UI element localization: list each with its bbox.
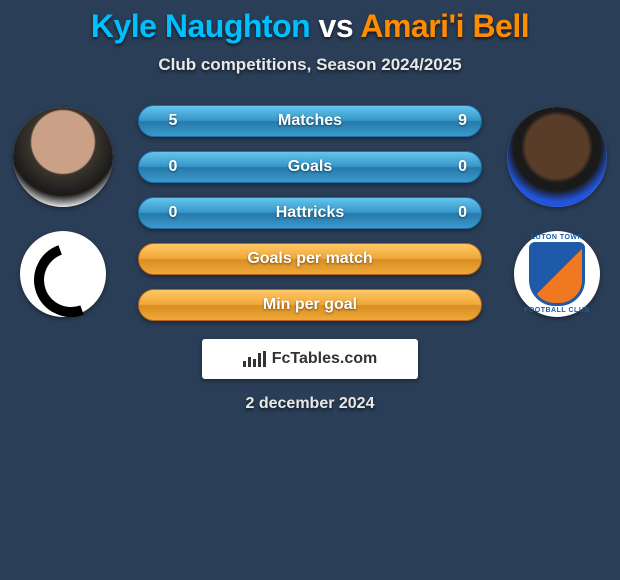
luton-text-bot: FOOTBALL CLUB: [514, 307, 600, 314]
luton-icon: [529, 242, 585, 306]
chart-icon: [243, 351, 266, 367]
stat-left-value: 5: [153, 112, 193, 130]
comparison-title: Kyle Naughton vs Amari'i Bell: [0, 8, 620, 45]
stats-bars: 5Matches9 0Goals0 0Hattricks0 Goals per mat…: [118, 105, 502, 321]
stat-bar-matches: 5Matches9: [138, 105, 482, 137]
stat-label: Min per goal: [139, 296, 481, 314]
luton-text-top: LUTON TOWN: [514, 234, 600, 241]
brand-text: FcTables.com: [272, 350, 378, 368]
stat-label: Goals per match: [139, 250, 481, 268]
player2-name: Amari'i Bell: [360, 8, 529, 44]
brand-badge: FcTables.com: [202, 339, 418, 379]
snapshot-date: 2 december 2024: [0, 395, 620, 413]
player1-name: Kyle Naughton: [91, 8, 310, 44]
player1-photo: [13, 107, 113, 207]
stat-right-value: 9: [427, 112, 467, 130]
stat-right-value: 0: [427, 204, 467, 222]
stat-bar-goals: 0Goals0: [138, 151, 482, 183]
player2-avatar: [507, 107, 607, 207]
vs-text: vs: [319, 8, 354, 44]
player2-club-logo: LUTON TOWN FOOTBALL CLUB: [514, 231, 600, 317]
stat-bar-min-per-goal: Min per goal: [138, 289, 482, 321]
stat-left-value: 0: [153, 158, 193, 176]
stat-right-value: 0: [427, 158, 467, 176]
player2-photo: [507, 107, 607, 207]
subtitle: Club competitions, Season 2024/2025: [0, 55, 620, 75]
stat-bar-hattricks: 0Hattricks0: [138, 197, 482, 229]
left-column: [8, 105, 118, 317]
stat-bar-goals-per-match: Goals per match: [138, 243, 482, 275]
player1-avatar: [13, 107, 113, 207]
player1-club-logo: [20, 231, 106, 317]
stat-left-value: 0: [153, 204, 193, 222]
right-column: LUTON TOWN FOOTBALL CLUB: [502, 105, 612, 317]
swansea-icon: [28, 239, 98, 309]
